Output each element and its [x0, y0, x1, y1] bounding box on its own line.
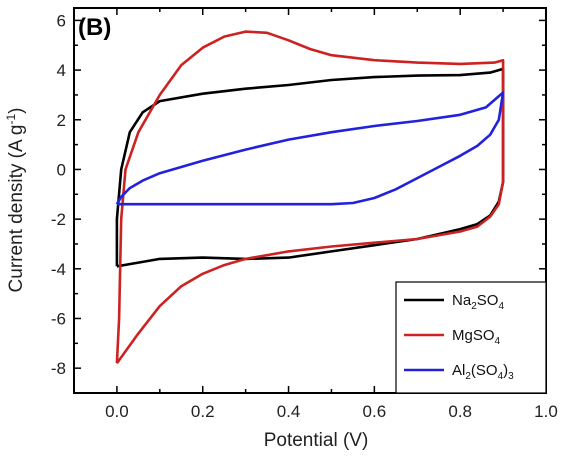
- x-tick-label: 0.8: [448, 402, 472, 421]
- plot-frame: [73, 7, 547, 394]
- x-tick-label: 0.2: [191, 402, 215, 421]
- y-tick-label: -8: [51, 359, 66, 378]
- axis-ticks: 0.0 0.2 0.4 0.6 0.8 1.0 -8 -6 -4 -2 0 2 4 6: [51, 8, 558, 421]
- x-tick-label: 1.0: [534, 402, 558, 421]
- y-tick-label: 4: [57, 61, 66, 80]
- series-line-3: [115, 91, 505, 206]
- legend-label: MgSO4: [452, 327, 501, 347]
- legend-label: Na2SO4: [452, 292, 504, 312]
- x-tick-label: 0.6: [363, 402, 387, 421]
- x-tick-label: 0.0: [105, 402, 129, 421]
- y-axis-title: Current density (A g-1): [4, 108, 27, 293]
- y-tick-label: -4: [51, 260, 66, 279]
- x-tick-label: 0.4: [277, 402, 301, 421]
- y-tick-label: -2: [51, 210, 66, 229]
- series-group: [115, 30, 505, 364]
- y-tick-label: 6: [57, 11, 66, 30]
- y-tick-label: 0: [57, 160, 66, 179]
- y-tick-label: -6: [51, 309, 66, 328]
- y-tick-label: 2: [57, 111, 66, 130]
- legend: Na2SO4 MgSO4 Al2(SO4)3: [395, 281, 547, 394]
- legend-label: Al2(SO4)3: [452, 362, 514, 382]
- x-axis-title: Potential (V): [264, 430, 369, 451]
- series-line-2: [115, 30, 505, 364]
- panel-label: (B): [78, 14, 111, 41]
